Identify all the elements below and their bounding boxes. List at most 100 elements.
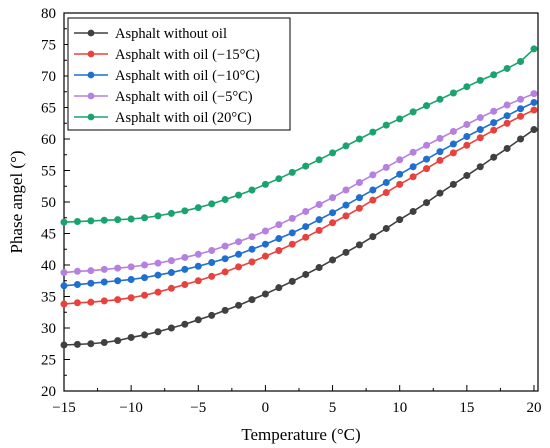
data-point [288, 229, 296, 237]
legend-item: Asphalt with oil (20°C) [74, 110, 252, 126]
series-2 [60, 106, 538, 308]
data-point [449, 89, 457, 97]
data-point [423, 165, 431, 173]
data-point [248, 296, 256, 304]
data-point [141, 274, 149, 282]
data-point [355, 135, 363, 143]
y-tick-label: 55 [41, 164, 56, 180]
data-point [476, 134, 484, 142]
series-layer [60, 45, 538, 349]
data-point [87, 298, 95, 306]
data-point [235, 238, 243, 246]
y-tick-label: 35 [41, 290, 56, 306]
legend-item: Asphalt with oil (−5°C) [74, 89, 253, 105]
data-point [167, 324, 175, 332]
data-point [100, 297, 108, 305]
y-tick-label: 60 [41, 132, 56, 148]
data-point [517, 95, 525, 103]
x-tick-label: 20 [526, 400, 541, 416]
data-point [154, 288, 162, 296]
data-point [423, 102, 431, 110]
data-point [208, 258, 216, 266]
data-point [329, 194, 337, 202]
data-point [436, 134, 444, 142]
data-point [355, 194, 363, 202]
data-point [221, 195, 229, 203]
data-point [288, 240, 296, 248]
data-point [235, 263, 243, 271]
data-point [114, 277, 122, 285]
data-point [382, 178, 390, 186]
data-point [208, 247, 216, 255]
data-point [530, 45, 538, 53]
data-point [221, 268, 229, 276]
x-tick-label: 15 [459, 400, 474, 416]
data-point [530, 90, 538, 98]
data-point [396, 216, 404, 224]
y-tick-label: 20 [41, 384, 56, 400]
data-point [329, 209, 337, 217]
data-point [490, 107, 498, 115]
data-point [409, 207, 417, 215]
data-point [396, 170, 404, 178]
data-point [60, 282, 68, 290]
legend-label: Asphalt with oil (−10°C) [115, 68, 260, 84]
data-point [127, 215, 135, 223]
legend-label: Asphalt without oil [115, 26, 227, 42]
data-point [530, 98, 538, 106]
data-point [60, 269, 68, 277]
data-point [141, 214, 149, 222]
data-point [208, 311, 216, 319]
series-5 [60, 45, 538, 226]
data-point [369, 196, 377, 204]
data-point [490, 153, 498, 161]
data-point [315, 201, 323, 209]
y-tick-label: 45 [41, 227, 56, 243]
data-point [261, 240, 269, 248]
data-point [476, 76, 484, 84]
data-point [141, 261, 149, 269]
data-point [114, 264, 122, 272]
data-point [530, 106, 538, 114]
data-point [355, 241, 363, 249]
series-3 [60, 98, 538, 290]
data-point [194, 316, 202, 324]
data-point [503, 112, 511, 120]
data-point [261, 227, 269, 235]
data-point [436, 189, 444, 197]
legend-swatch-marker [87, 50, 95, 58]
data-point [503, 119, 511, 127]
data-point [221, 306, 229, 314]
data-point [517, 135, 525, 143]
data-point [302, 233, 310, 241]
data-point [154, 259, 162, 267]
data-point [114, 296, 122, 304]
data-point [396, 115, 404, 123]
data-point [87, 340, 95, 348]
legend-item: Asphalt without oil [74, 26, 227, 42]
data-point [369, 233, 377, 241]
data-point [369, 128, 377, 136]
data-point [275, 235, 283, 243]
data-point [342, 201, 350, 209]
data-point [342, 212, 350, 220]
data-point [409, 163, 417, 171]
data-point [409, 108, 417, 116]
data-point [60, 341, 68, 349]
data-point [463, 132, 471, 140]
data-point [342, 248, 350, 256]
data-point [503, 144, 511, 152]
data-point [463, 83, 471, 91]
data-point [208, 272, 216, 280]
data-point [235, 250, 243, 258]
data-point [221, 242, 229, 250]
data-point [329, 256, 337, 264]
data-point [141, 331, 149, 339]
data-point [87, 217, 95, 225]
data-point [490, 119, 498, 127]
y-tick-label: 75 [41, 38, 56, 54]
data-point [288, 277, 296, 285]
data-point [275, 247, 283, 255]
data-point [517, 112, 525, 120]
data-point [517, 58, 525, 66]
